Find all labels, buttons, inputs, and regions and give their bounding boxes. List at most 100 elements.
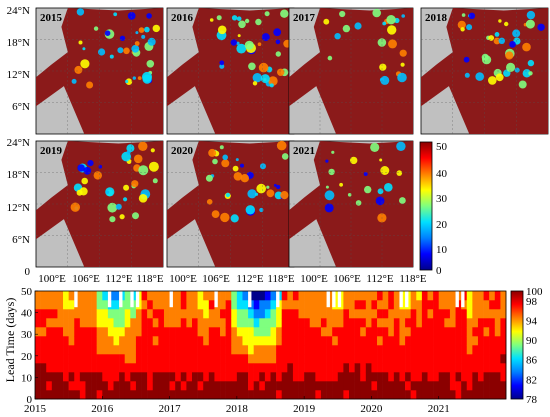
heatmap-cell [197, 336, 204, 346]
heatmap-cell [382, 372, 389, 382]
heatmap-cell [287, 354, 294, 364]
heatmap-cell [388, 372, 395, 382]
heatmap-cell [113, 327, 120, 337]
heatmap-cell [248, 309, 254, 319]
anomaly-patch [105, 187, 115, 197]
heatmap-cell [225, 300, 232, 310]
heatmap-cell [203, 390, 210, 400]
anomaly-patch [498, 19, 502, 23]
heatmap-cell [444, 309, 451, 319]
anomaly-patch [77, 164, 85, 172]
heatmap-cell [253, 381, 260, 391]
heatmap-cell [354, 300, 361, 310]
heatmap-cell [281, 309, 288, 319]
heatmap-cell [298, 309, 305, 319]
heatmap-cell [96, 291, 103, 301]
heatmap-cell [225, 309, 232, 319]
anomaly-patch [461, 13, 466, 17]
heatmap-cell [410, 291, 417, 301]
heatmap-y-tick: 10 [21, 372, 33, 384]
heatmap-cell [427, 354, 434, 364]
heatmap-cell [259, 327, 266, 337]
heatmap-cell [242, 390, 249, 400]
heatmap-cell [63, 291, 69, 301]
anomaly-patch [401, 14, 406, 18]
heatmap-cell [270, 390, 277, 400]
heatmap-cell [35, 372, 41, 382]
heatmap-cell [393, 300, 400, 310]
anomaly-patch [244, 18, 250, 24]
anomaly-patch [382, 21, 387, 26]
lat-tick: 12°N [7, 202, 30, 214]
heatmap-cell [354, 336, 361, 346]
anomaly-patch [276, 140, 287, 151]
map-lon-axis: 100°E 106°E 112°E 118°E 100°E 106°E 112°… [38, 273, 427, 285]
heatmap-cell [365, 363, 372, 373]
anomaly-patch [76, 189, 83, 196]
heatmap-cell [449, 363, 456, 373]
heatmap-cell [242, 363, 249, 373]
heatmap-cell [438, 336, 445, 346]
heatmap-cell [276, 363, 283, 373]
heatmap-cell [337, 363, 344, 373]
heatmap-cell [203, 291, 210, 301]
heatmap-cell [309, 372, 316, 382]
heatmap-cell [360, 309, 367, 319]
heatmap-cell [102, 354, 109, 364]
heatmap-cell [433, 291, 440, 301]
heatmap-cell [382, 354, 389, 364]
heatmap-cell [231, 363, 238, 373]
anomaly-patch [219, 63, 225, 69]
heatmap-cell [309, 300, 316, 310]
heatmap-cell [236, 300, 243, 310]
heatmap-x-tick: 2021 [428, 403, 450, 415]
heatmap-cell [304, 327, 311, 337]
anomaly-patch [148, 161, 159, 172]
heatmap-cell [51, 327, 58, 337]
heatmap-cell [399, 363, 406, 373]
anomaly-patch [528, 71, 533, 76]
anomaly-patch [137, 76, 142, 80]
heatmap-cell [68, 390, 75, 400]
heatmap-cell [124, 354, 131, 364]
heatmap-cell [46, 390, 53, 400]
anomaly-patch [147, 37, 156, 46]
heatmap-cell [124, 336, 131, 346]
heatmap-cell [57, 300, 64, 310]
anomaly-patch [269, 83, 274, 88]
heatmap-cell [85, 345, 92, 355]
heatmap-cell [393, 390, 400, 400]
heatmap-cell [343, 381, 350, 391]
heatmap-cell [393, 336, 400, 346]
heatmap-cell [292, 345, 299, 355]
heatmap-cell [416, 372, 423, 382]
heatmap-cell [203, 354, 210, 364]
heatmap-cell [186, 363, 193, 373]
heatmap-cell [388, 327, 395, 337]
heatmap-cell [180, 345, 187, 355]
heatmap-cell [208, 309, 215, 319]
heatmap-cell [180, 318, 187, 328]
heatmap-cell [399, 327, 406, 337]
heatmap-cell [354, 345, 361, 355]
heatmap-cell [461, 327, 468, 337]
anomaly-patch [132, 76, 136, 80]
heatmap-cell [287, 327, 294, 337]
heatmap-cell [135, 381, 142, 391]
map-panels: 2015 2016 2017 2018 2019 2020 2021 [35, 7, 549, 268]
heatmap-cell [135, 318, 142, 328]
heatmap-cell [130, 309, 137, 319]
anomaly-patch [141, 34, 146, 39]
anomaly-patch [380, 75, 390, 85]
heatmap-cell [46, 309, 53, 319]
heatmap-cell [438, 318, 445, 328]
heatmap-cell [500, 291, 507, 301]
heatmap-cell [68, 381, 75, 391]
heatmap-cell [35, 345, 41, 355]
heatmap-cell [259, 291, 266, 301]
heatmap-cell [248, 336, 254, 346]
heatmap-cell [197, 291, 204, 301]
heatmap-cell [405, 363, 411, 373]
heatmap-cell [96, 327, 103, 337]
